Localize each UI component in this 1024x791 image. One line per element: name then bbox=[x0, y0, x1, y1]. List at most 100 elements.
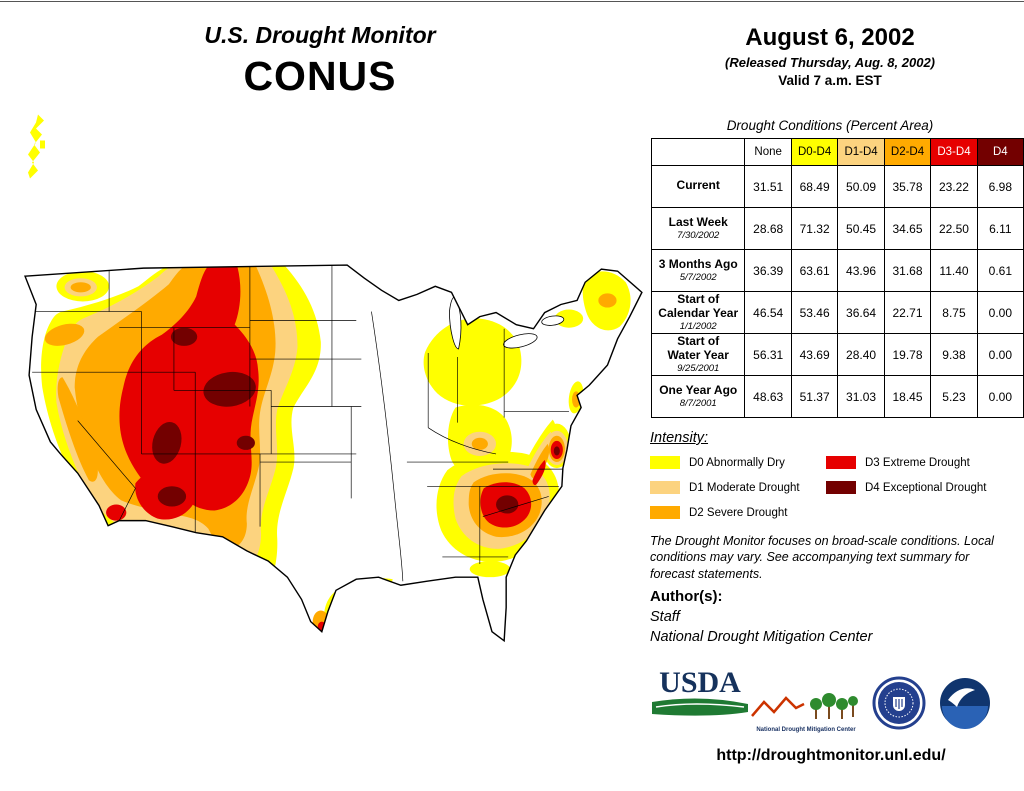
row-date: 9/25/2001 bbox=[677, 363, 720, 375]
usda-wordmark: USDA bbox=[659, 666, 741, 699]
cell-value: 28.40 bbox=[837, 333, 885, 376]
stray-yellow-mark bbox=[28, 114, 45, 179]
release-date: (Released Thursday, Aug. 8, 2002) bbox=[725, 55, 935, 70]
report-date: August 6, 2002 bbox=[745, 24, 915, 51]
report-title: U.S. Drought Monitor bbox=[204, 22, 436, 48]
legend-label: D2 Severe Drought bbox=[689, 506, 788, 519]
cell-value: 31.68 bbox=[883, 249, 932, 292]
cell-value: 11.40 bbox=[930, 249, 978, 292]
d3-swatch bbox=[826, 456, 856, 469]
cell-value: 31.51 bbox=[744, 165, 792, 208]
cell-value: 68.49 bbox=[790, 165, 839, 208]
cell-value: 28.68 bbox=[744, 207, 792, 250]
cell-value: 35.78 bbox=[883, 165, 932, 208]
top-border-line bbox=[0, 1, 1024, 2]
author-organization: National Drought Mitigation Center bbox=[650, 629, 873, 645]
row-label: 3 Months Ago bbox=[658, 256, 738, 271]
cell-value: 0.00 bbox=[976, 333, 1024, 376]
table-corner-cell bbox=[650, 138, 746, 166]
legend-item-d0: D0 Abnormally Dry bbox=[650, 456, 826, 469]
col-header-d4: D4 bbox=[976, 138, 1024, 166]
table-row-current: Current 31.51 68.49 50.09 35.78 23.22 6.… bbox=[650, 165, 1024, 208]
table-row-last-week: Last Week 7/30/2002 28.68 71.32 50.45 34.… bbox=[650, 207, 1024, 250]
legend-item-d3: D3 Extreme Drought bbox=[826, 456, 1002, 469]
legend-label: D1 Moderate Drought bbox=[689, 481, 800, 494]
cell-value: 5.23 bbox=[930, 375, 978, 418]
authors-heading: Author(s): bbox=[650, 588, 723, 605]
cell-value: 22.50 bbox=[930, 207, 978, 250]
row-label: Current bbox=[676, 178, 720, 193]
cell-value: 6.98 bbox=[976, 165, 1024, 208]
legend-column-right: D3 Extreme Drought D4 Exceptional Drough… bbox=[826, 456, 1002, 531]
cell-value: 23.22 bbox=[930, 165, 978, 208]
drought-layer-d4 bbox=[152, 327, 560, 514]
legend-column-left: D0 Abnormally Dry D1 Moderate Drought D2… bbox=[650, 456, 826, 531]
region-title: CONUS bbox=[243, 53, 397, 99]
cell-value: 19.78 bbox=[883, 333, 932, 376]
intensity-heading: Intensity: bbox=[650, 430, 709, 446]
legend-label: D4 Exceptional Drought bbox=[865, 481, 987, 494]
usda-logo: USDA bbox=[652, 668, 748, 721]
row-date: 7/30/2002 bbox=[677, 230, 720, 242]
ndmc-logo: National Drought Mitigation Center bbox=[750, 692, 862, 734]
cell-value: 0.00 bbox=[976, 375, 1024, 418]
cell-value: 53.46 bbox=[790, 291, 839, 334]
cell-value: 51.37 bbox=[790, 375, 839, 418]
row-label: Last Week bbox=[668, 214, 728, 229]
cell-value: 8.75 bbox=[930, 291, 978, 334]
table-row-one-year-ago: One Year Ago 8/7/2001 48.63 51.37 31.03 1… bbox=[650, 375, 1024, 418]
cell-value: 46.54 bbox=[744, 291, 792, 334]
cell-value: 50.45 bbox=[837, 207, 885, 250]
intensity-legend: D0 Abnormally Dry D1 Moderate Drought D2… bbox=[650, 456, 1012, 531]
row-date: 5/7/2002 bbox=[679, 272, 717, 284]
cell-value: 36.39 bbox=[744, 249, 792, 292]
disclaimer-text: The Drought Monitor focuses on broad-sca… bbox=[650, 534, 994, 581]
ndmc-graphic-icon bbox=[751, 693, 858, 719]
authors-block: Author(s): Staff National Drought Mitiga… bbox=[650, 588, 1010, 645]
drought-conditions-table: None D0-D4 D1-D4 D2-D4 D3-D4 D4 Current … bbox=[650, 138, 1024, 418]
cell-value: 56.31 bbox=[744, 333, 792, 376]
university-seal-icon bbox=[872, 676, 926, 730]
row-label: Start of Water Year bbox=[667, 333, 729, 362]
row-label: Start of Calendar Year bbox=[658, 291, 739, 320]
noaa-logo-icon bbox=[940, 678, 990, 729]
cell-value: 6.11 bbox=[976, 207, 1024, 250]
cell-value: 18.45 bbox=[883, 375, 932, 418]
col-header-d2-d4: D2-D4 bbox=[883, 138, 932, 166]
state-boundaries bbox=[25, 265, 569, 582]
row-label: One Year Ago bbox=[659, 382, 738, 397]
cell-value: 36.64 bbox=[837, 291, 885, 334]
cell-value: 63.61 bbox=[790, 249, 839, 292]
table-row-start-water-year: Start of Water Year 9/25/2001 56.31 43.69… bbox=[650, 333, 1024, 376]
cell-value: 22.71 bbox=[883, 291, 932, 334]
date-block: August 6, 2002 (Released Thursday, Aug. … bbox=[650, 24, 1010, 88]
cell-value: 50.09 bbox=[837, 165, 885, 208]
conus-drought-map bbox=[24, 264, 643, 642]
site-url: http://droughtmonitor.unl.edu/ bbox=[716, 747, 946, 764]
cell-value: 48.63 bbox=[744, 375, 792, 418]
col-header-none: None bbox=[744, 138, 792, 166]
table-row-3-months-ago: 3 Months Ago 5/7/2002 36.39 63.61 43.96 3… bbox=[650, 249, 1024, 292]
d4-swatch bbox=[826, 481, 856, 494]
cell-value: 0.61 bbox=[976, 249, 1024, 292]
col-header-d1-d4: D1-D4 bbox=[837, 138, 885, 166]
row-date: 8/7/2001 bbox=[679, 398, 717, 410]
cell-value: 9.38 bbox=[930, 333, 978, 376]
d2-swatch bbox=[650, 506, 680, 519]
row-date: 1/1/2002 bbox=[679, 321, 717, 333]
d1-swatch bbox=[650, 481, 680, 494]
legend-item-d1: D1 Moderate Drought bbox=[650, 481, 826, 494]
table-header-row: None D0-D4 D1-D4 D2-D4 D3-D4 D4 bbox=[650, 138, 1024, 166]
cell-value: 43.96 bbox=[837, 249, 885, 292]
legend-label: D0 Abnormally Dry bbox=[689, 456, 785, 469]
valid-time: Valid 7 a.m. EST bbox=[778, 73, 882, 88]
legend-label: D3 Extreme Drought bbox=[865, 456, 970, 469]
drought-table-wrap: None D0-D4 D1-D4 D2-D4 D3-D4 D4 Current … bbox=[650, 138, 1024, 418]
d0-swatch bbox=[650, 456, 680, 469]
cell-value: 71.32 bbox=[790, 207, 839, 250]
cell-value: 34.65 bbox=[883, 207, 932, 250]
legend-item-d4: D4 Exceptional Drought bbox=[826, 481, 1002, 494]
cell-value: 31.03 bbox=[837, 375, 885, 418]
cell-value: 0.00 bbox=[976, 291, 1024, 334]
